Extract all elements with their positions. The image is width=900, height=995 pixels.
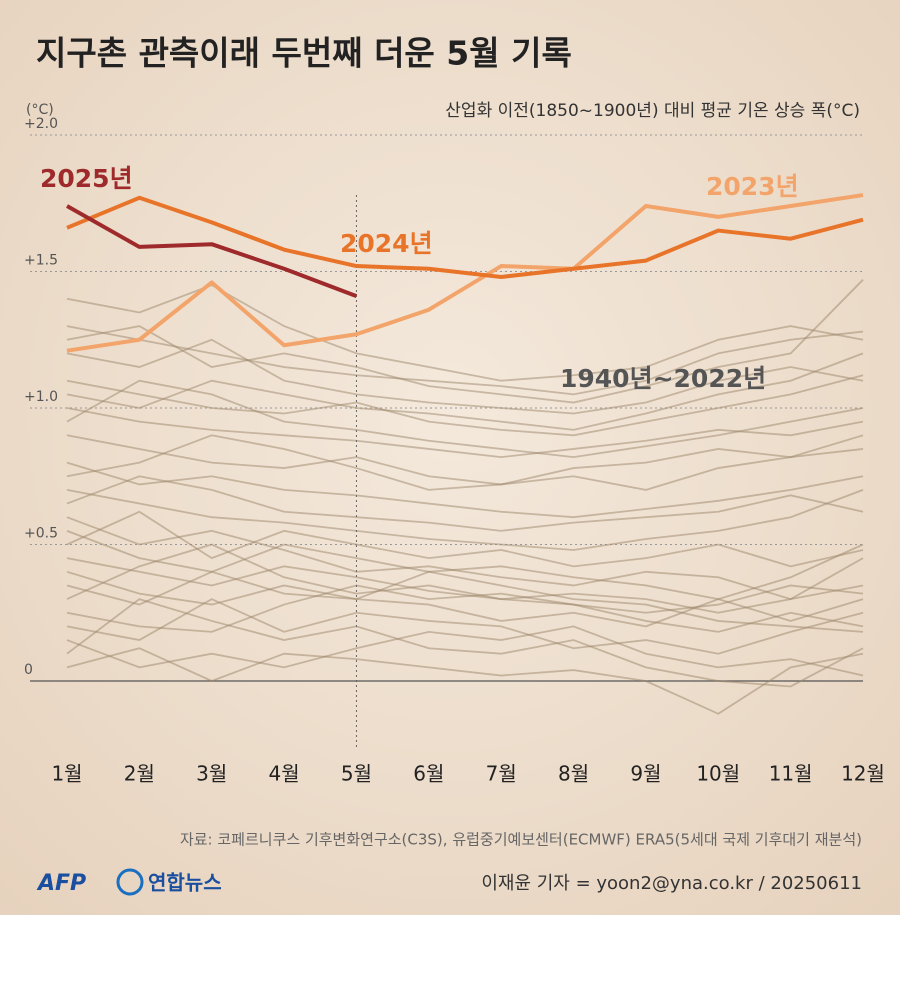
- x-tick-label: 4월: [269, 762, 300, 786]
- y-tick-label: +0.5: [24, 526, 58, 542]
- credit: 이재윤 기자 = yoon2@yna.co.kr / 20250611: [481, 873, 862, 894]
- background-line: [66, 374, 864, 437]
- background-line: [66, 625, 864, 677]
- x-tick-label: 11월: [769, 762, 813, 786]
- x-tick-label: 7월: [486, 762, 517, 786]
- series-label: 2024년: [340, 229, 433, 258]
- background: [0, 0, 900, 915]
- subtitle: 산업화 이전(1850~1900년) 대비 평균 기온 상승 폭(°C): [445, 101, 860, 121]
- background-line: [66, 475, 864, 532]
- series-line: [66, 204, 358, 298]
- background-line: [66, 543, 864, 614]
- x-tick-label: 1월: [51, 762, 82, 786]
- background-line: [66, 352, 864, 431]
- background-line: [66, 338, 864, 415]
- background-line: [66, 434, 864, 491]
- source: 자료: 코페르니쿠스 기후변화연구소(C3S), 유럽중기예보센터(ECMWF)…: [180, 831, 862, 849]
- series-label: 2023년: [706, 172, 799, 201]
- x-tick-label: 9월: [630, 762, 661, 786]
- background-line: [66, 489, 864, 551]
- background-line: [66, 516, 864, 601]
- background-line: [66, 510, 864, 568]
- logo-yonhap: 연합뉴스: [148, 871, 222, 895]
- y-tick-label: +2.0: [24, 116, 58, 132]
- y-tick-label: +1.5: [24, 253, 58, 269]
- background-line: [66, 584, 864, 633]
- y-unit: (°C): [26, 102, 54, 118]
- logo-mark: [116, 868, 144, 896]
- background-label: 1940년~2022년: [560, 364, 766, 393]
- background-line: [66, 570, 864, 633]
- background-line: [66, 570, 864, 628]
- background-line: [66, 598, 864, 688]
- background-line: [66, 530, 864, 601]
- background-line: [66, 557, 864, 614]
- x-tick-label: 5월: [341, 762, 372, 786]
- series-line: [66, 195, 864, 279]
- background-line: [66, 407, 864, 459]
- y-tick-label: 0: [24, 662, 33, 678]
- background-line: [66, 379, 864, 459]
- background-line: [66, 461, 864, 519]
- background-line: [66, 598, 864, 655]
- series-line: [66, 193, 864, 353]
- x-tick-label: 10월: [696, 762, 740, 786]
- x-tick-label: 2월: [124, 762, 155, 786]
- logo-afp: AFP: [36, 871, 86, 896]
- background-line: [66, 279, 864, 404]
- x-tick-label: 12월: [841, 762, 885, 786]
- background-line: [66, 647, 864, 715]
- series-label: 2025년: [40, 164, 133, 193]
- x-tick-label: 6월: [413, 762, 444, 786]
- background-line: [66, 434, 864, 486]
- background-line: [66, 325, 864, 396]
- y-tick-label: +1.0: [24, 389, 58, 405]
- chart-title: 지구촌 관측이래 두번째 더운 5월 기록: [36, 34, 572, 73]
- x-tick-label: 3월: [196, 762, 227, 786]
- x-tick-label: 8월: [558, 762, 589, 786]
